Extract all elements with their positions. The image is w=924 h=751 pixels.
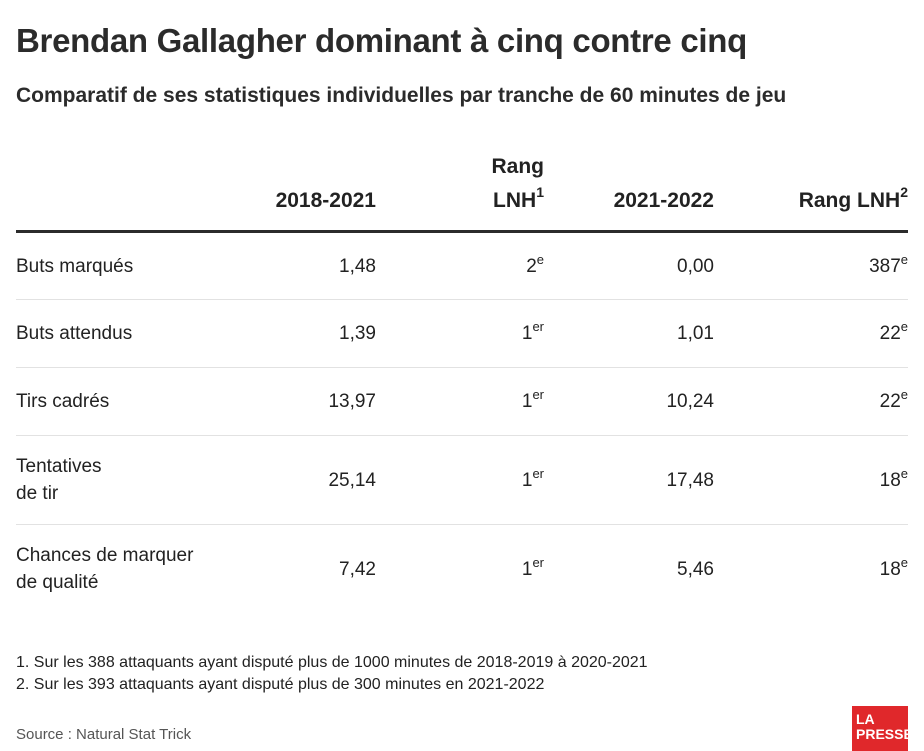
rank-lnh-2-suffix: e [900,554,908,570]
rank-lnh-1-suffix: er [532,465,544,481]
rank-lnh-2-value: 387 [869,255,901,277]
value-2018-2021-text: 25,14 [328,469,376,491]
rank-lnh-1-value: 1 [521,558,533,580]
rank-lnh-2: 387e [714,231,908,300]
header-blank [16,150,246,233]
footnote-2: 2. Sur les 393 attaquants ayant disputé … [16,676,545,693]
rank-lnh-1-suffix: e [536,251,544,267]
value-2021-2022: 1,01 [544,299,714,368]
table-row: Buts marqués 1,48 2e 0,00 387e [16,231,908,300]
row-label: Buts marqués [16,231,246,300]
stats-table: 2018-2021 Rang LNH1 2021-2022 Rang LNH2 … [16,150,908,613]
header-rang-footnote: 1 [536,184,544,200]
footnote-1: 1. Sur les 388 attaquants ayant disputé … [16,654,648,671]
footnotes: 1. Sur les 388 attaquants ayant disputé … [16,652,648,696]
rank-lnh-1-value: 1 [521,323,533,344]
value-2021-2022: 17,48 [544,435,714,525]
value-2021-2022-text: 5,46 [677,558,714,580]
header-rang-lnh-2: Rang LNH2 [714,150,908,233]
rank-lnh-1: 2e [376,231,544,300]
rank-lnh-2-suffix: e [900,251,908,267]
row-label-line1: Chances de marquer [16,545,194,566]
rank-lnh-2: 18e [714,525,908,614]
table-row: Buts attendus 1,39 1er 1,01 22e [16,299,908,368]
rank-lnh-1: 1er [376,299,544,368]
row-label-line1: Tentatives [16,456,102,477]
row-label: Tentatives de tir [16,435,246,525]
header-rang2-footnote: 2 [900,184,908,200]
rank-lnh-2: 22e [714,367,908,436]
header-rang-line1: Rang [491,155,545,178]
la-presse-logo: LA PRESSE [852,706,908,751]
chart-title: Brendan Gallagher dominant à cinq contre… [16,22,747,59]
rank-lnh-1-value: 1 [521,391,533,412]
logo-line2: PRESSE [856,726,908,742]
rank-lnh-1: 1er [376,367,544,436]
header-rang-line2: LNH [493,189,537,212]
value-2021-2022: 5,46 [544,525,714,614]
logo-line1: LA [856,711,875,727]
rank-lnh-2-value: 22 [879,391,901,412]
row-label-line1: Buts attendus [16,323,133,344]
rank-lnh-1-suffix: er [532,554,544,570]
table-row: Chances de marquer de qualité 7,42 1er 5,46 1… [16,525,908,614]
row-label: Buts attendus [16,299,246,368]
row-label: Chances de marquer de qualité [16,525,246,614]
table-row: Tirs cadrés 13,97 1er 10,24 22e [16,367,908,436]
value-2018-2021: 1,39 [246,299,376,368]
value-2021-2022-text: 10,24 [666,391,714,412]
header-2021-2022: 2021-2022 [544,150,714,233]
value-2021-2022-text: 1,01 [677,323,714,344]
table-body: Buts marqués 1,48 2e 0,00 387e Buts attendus 1… [16,231,908,614]
rank-lnh-2-value: 22 [879,323,901,344]
row-label-line2: de qualité [16,572,99,593]
value-2018-2021-text: 1,39 [339,323,376,344]
rank-lnh-1-value: 1 [521,469,533,491]
value-2021-2022-text: 0,00 [677,255,714,277]
rank-lnh-2-suffix: e [900,387,908,402]
rank-lnh-2: 18e [714,435,908,525]
rank-lnh-1-suffix: er [532,387,544,402]
row-label-line1: Tirs cadrés [16,391,110,412]
value-2021-2022-text: 17,48 [666,469,714,491]
table-header-row: 2018-2021 Rang LNH1 2021-2022 Rang LNH2 [16,150,908,233]
rank-lnh-1-suffix: er [532,319,544,334]
chart-subtitle: Comparatif de ses statistiques individue… [16,84,787,107]
header-rang-lnh-1: Rang LNH1 [376,150,545,233]
value-2021-2022: 0,00 [544,231,714,300]
table-row: Tentatives de tir 25,14 1er 17,48 18e [16,435,908,525]
value-2018-2021: 7,42 [246,525,376,614]
row-label-line1: Buts marqués [16,255,134,277]
row-label-line2: de tir [16,483,59,504]
value-2021-2022: 10,24 [544,367,714,436]
row-label: Tirs cadrés [16,367,246,436]
value-2018-2021-text: 13,97 [328,391,376,412]
rank-lnh-1: 1er [376,435,544,525]
value-2018-2021: 1,48 [246,231,376,300]
rank-lnh-1: 1er [376,525,544,614]
rank-lnh-2-suffix: e [900,465,908,481]
header-2018-2021: 2018-2021 [246,150,376,233]
value-2018-2021-text: 1,48 [339,255,376,277]
value-2018-2021: 13,97 [246,367,376,436]
rank-lnh-2: 22e [714,299,908,368]
value-2018-2021: 25,14 [246,435,376,525]
source-text: Source : Natural Stat Trick [16,726,192,743]
rank-lnh-1-value: 2 [526,255,537,277]
rank-lnh-2-value: 18 [879,469,901,491]
rank-lnh-2-value: 18 [879,558,901,580]
value-2018-2021-text: 7,42 [339,558,376,580]
rank-lnh-2-suffix: e [900,319,908,334]
